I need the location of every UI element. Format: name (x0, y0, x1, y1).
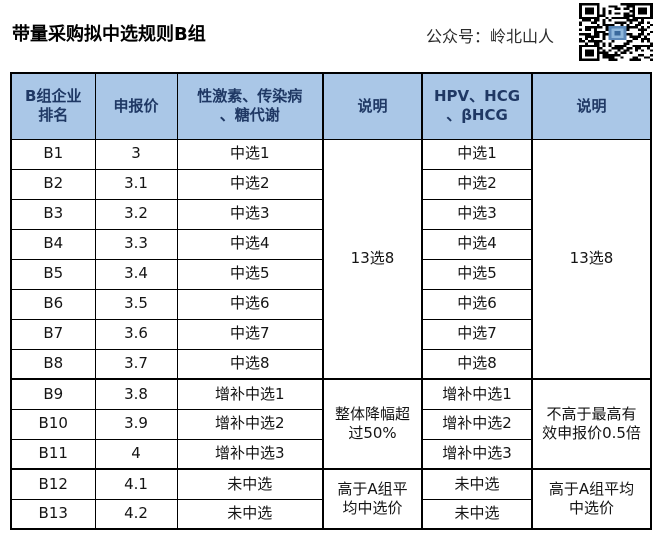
price-cell: 3.5 (94, 288, 178, 320)
table-row: B6 3.5 中选6 中选6 (10, 288, 651, 320)
group1-result-cell: 未中选 (176, 498, 324, 530)
group1-result-cell: 增补中选1 (176, 378, 324, 410)
note2-selected-cell: 13选8 (531, 138, 652, 380)
rank-cell: B3 (10, 198, 96, 230)
rank-cell: B7 (10, 318, 96, 350)
rank-cell: B8 (10, 348, 96, 380)
note2-unselected-cell: 高于A组平均 中选价 (531, 468, 652, 530)
group1-result-cell: 中选6 (176, 288, 324, 320)
group2-result-cell: 中选4 (421, 228, 533, 260)
table-row: B4 3.3 中选4 中选4 (10, 228, 651, 260)
group2-result-cell: 增补中选3 (421, 438, 533, 470)
group1-result-cell: 中选8 (176, 348, 324, 380)
group2-result-cell: 中选3 (421, 198, 533, 230)
price-cell: 3.9 (94, 408, 178, 440)
page-title: 带量采购拟中选规则B组 (12, 24, 206, 45)
group1-result-cell: 中选1 (176, 138, 324, 170)
group2-result-cell: 中选5 (421, 258, 533, 290)
table-row: B12 4.1 未中选 高于A组平 均中选价 未中选 高于A组平均 中选价 (10, 468, 652, 530)
group2-result-cell: 中选8 (421, 348, 533, 380)
table-row: B13 4.2 未中选 未中选 (10, 498, 651, 530)
note1-selected-cell: 13选8 (322, 138, 423, 380)
header-note1: 说明 (322, 72, 423, 140)
rank-cell: B1 (10, 138, 96, 170)
group2-result-cell: 增补中选2 (421, 408, 533, 440)
header-rank: B组企业 排名 (10, 72, 96, 140)
price-cell: 4.1 (94, 468, 178, 500)
price-cell: 3 (94, 138, 178, 170)
group1-result-cell: 中选5 (176, 258, 324, 290)
header-group1: 性激素、传染病 、糖代谢 (176, 72, 324, 140)
group1-result-cell: 中选4 (176, 228, 324, 260)
rank-cell: B13 (10, 498, 96, 530)
group1-result-cell: 未中选 (176, 468, 324, 500)
group1-result-cell: 增补中选3 (176, 438, 324, 470)
price-cell: 3.8 (94, 378, 178, 410)
table-row: B11 4 增补中选3 增补中选3 (10, 438, 651, 470)
group2-result-cell: 中选7 (421, 318, 533, 350)
price-cell: 4 (94, 438, 178, 470)
note1-supplement-cell: 整体降幅超 过50% (322, 378, 423, 470)
table-row: B9 3.8 增补中选1 整体降幅超 过50% 增补中选1 不高于最高有 效申报… (10, 378, 652, 470)
rank-cell: B6 (10, 288, 96, 320)
price-cell: 3.1 (94, 168, 178, 200)
price-cell: 3.4 (94, 258, 178, 290)
table-row: B10 3.9 增补中选2 增补中选2 (10, 408, 651, 440)
table-row: B2 3.1 中选2 中选2 (10, 168, 651, 200)
account-label: 公众号：岭北山人 (425, 27, 554, 46)
selection-rules-table: B组企业 排名 申报价 性激素、传染病 、糖代谢 说明 HPV、HCG 、βHC… (10, 72, 652, 530)
price-cell: 3.2 (94, 198, 178, 230)
group1-result-cell: 中选2 (176, 168, 324, 200)
price-cell: 4.2 (94, 498, 178, 530)
rank-cell: B11 (10, 438, 96, 470)
group2-result-cell: 中选1 (421, 138, 533, 170)
table-row: B5 3.4 中选5 中选5 (10, 258, 651, 290)
group1-result-cell: 增补中选2 (176, 408, 324, 440)
group2-result-cell: 中选6 (421, 288, 533, 320)
rank-cell: B4 (10, 228, 96, 260)
rank-cell: B9 (10, 378, 96, 410)
rank-cell: B5 (10, 258, 96, 290)
rank-cell: B10 (10, 408, 96, 440)
group2-result-cell: 未中选 (421, 498, 533, 530)
price-cell: 3.7 (94, 348, 178, 380)
group2-result-cell: 未中选 (421, 468, 533, 500)
note2-supplement-cell: 不高于最高有 效申报价0.5倍 (531, 378, 652, 470)
table-row: B1 3 中选1 13选8 中选1 13选8 (10, 138, 652, 380)
price-cell: 3.6 (94, 318, 178, 350)
group2-result-cell: 中选2 (421, 168, 533, 200)
group1-result-cell: 中选7 (176, 318, 324, 350)
group2-result-cell: 增补中选1 (421, 378, 533, 410)
note1-unselected-cell: 高于A组平 均中选价 (322, 468, 423, 530)
header-group2: HPV、HCG 、βHCG (421, 72, 533, 140)
header-row: B组企业 排名 申报价 性激素、传染病 、糖代谢 说明 HPV、HCG 、βHC… (10, 72, 652, 140)
header-price: 申报价 (94, 72, 178, 140)
rank-cell: B2 (10, 168, 96, 200)
rank-cell: B12 (10, 468, 96, 500)
price-cell: 3.3 (94, 228, 178, 260)
group1-result-cell: 中选3 (176, 198, 324, 230)
qr-code-image (579, 3, 653, 61)
header-note2: 说明 (531, 72, 652, 140)
